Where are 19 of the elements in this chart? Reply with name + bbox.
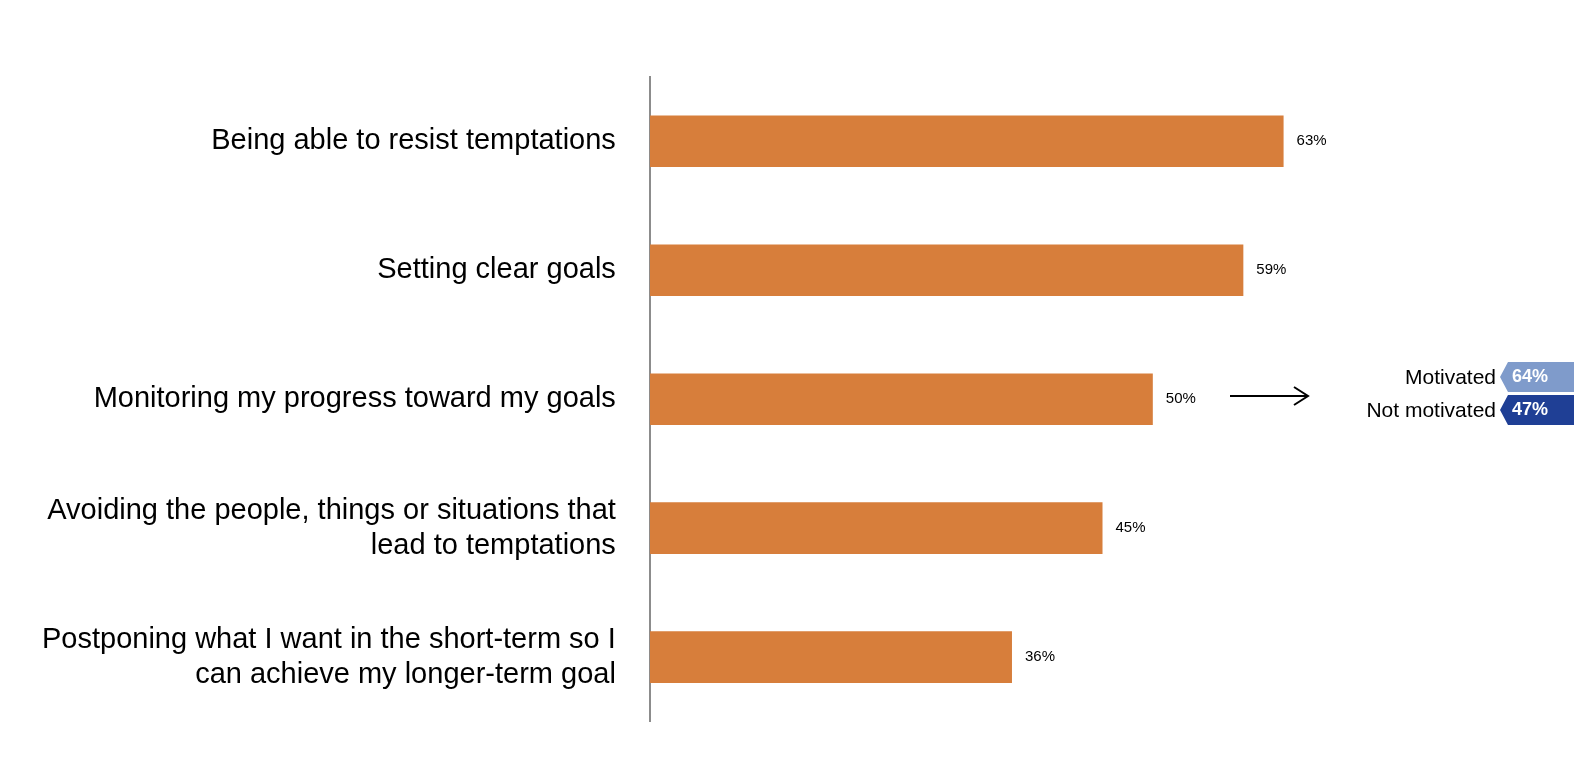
data-label: 59% [1256,260,1287,278]
text: Not motivated [1366,397,1496,422]
y-tick-label: Being able to resist temptations [211,123,616,156]
y-tick-label: Setting clear goals [377,252,616,285]
text: Motivated [1404,364,1496,389]
data-label: 45% [1115,518,1146,536]
y-tick-label: Postponing what I want in the short-term so I can achieve my longer-term goal [42,621,616,689]
text: 47% [1512,398,1549,420]
bar [649,502,1103,554]
bar [649,373,1153,425]
bar [649,631,1012,683]
y-tick-label: Monitoring my progress toward my goals [93,381,616,414]
data-label: 63% [1296,131,1327,149]
data-label: 36% [1024,647,1056,665]
text: 64% [1512,365,1549,387]
data-label: 50% [1165,389,1196,407]
bar [649,244,1244,297]
bar [649,115,1284,168]
y-tick-label: Avoiding the people, things or situations that lead to temptations [47,492,616,560]
